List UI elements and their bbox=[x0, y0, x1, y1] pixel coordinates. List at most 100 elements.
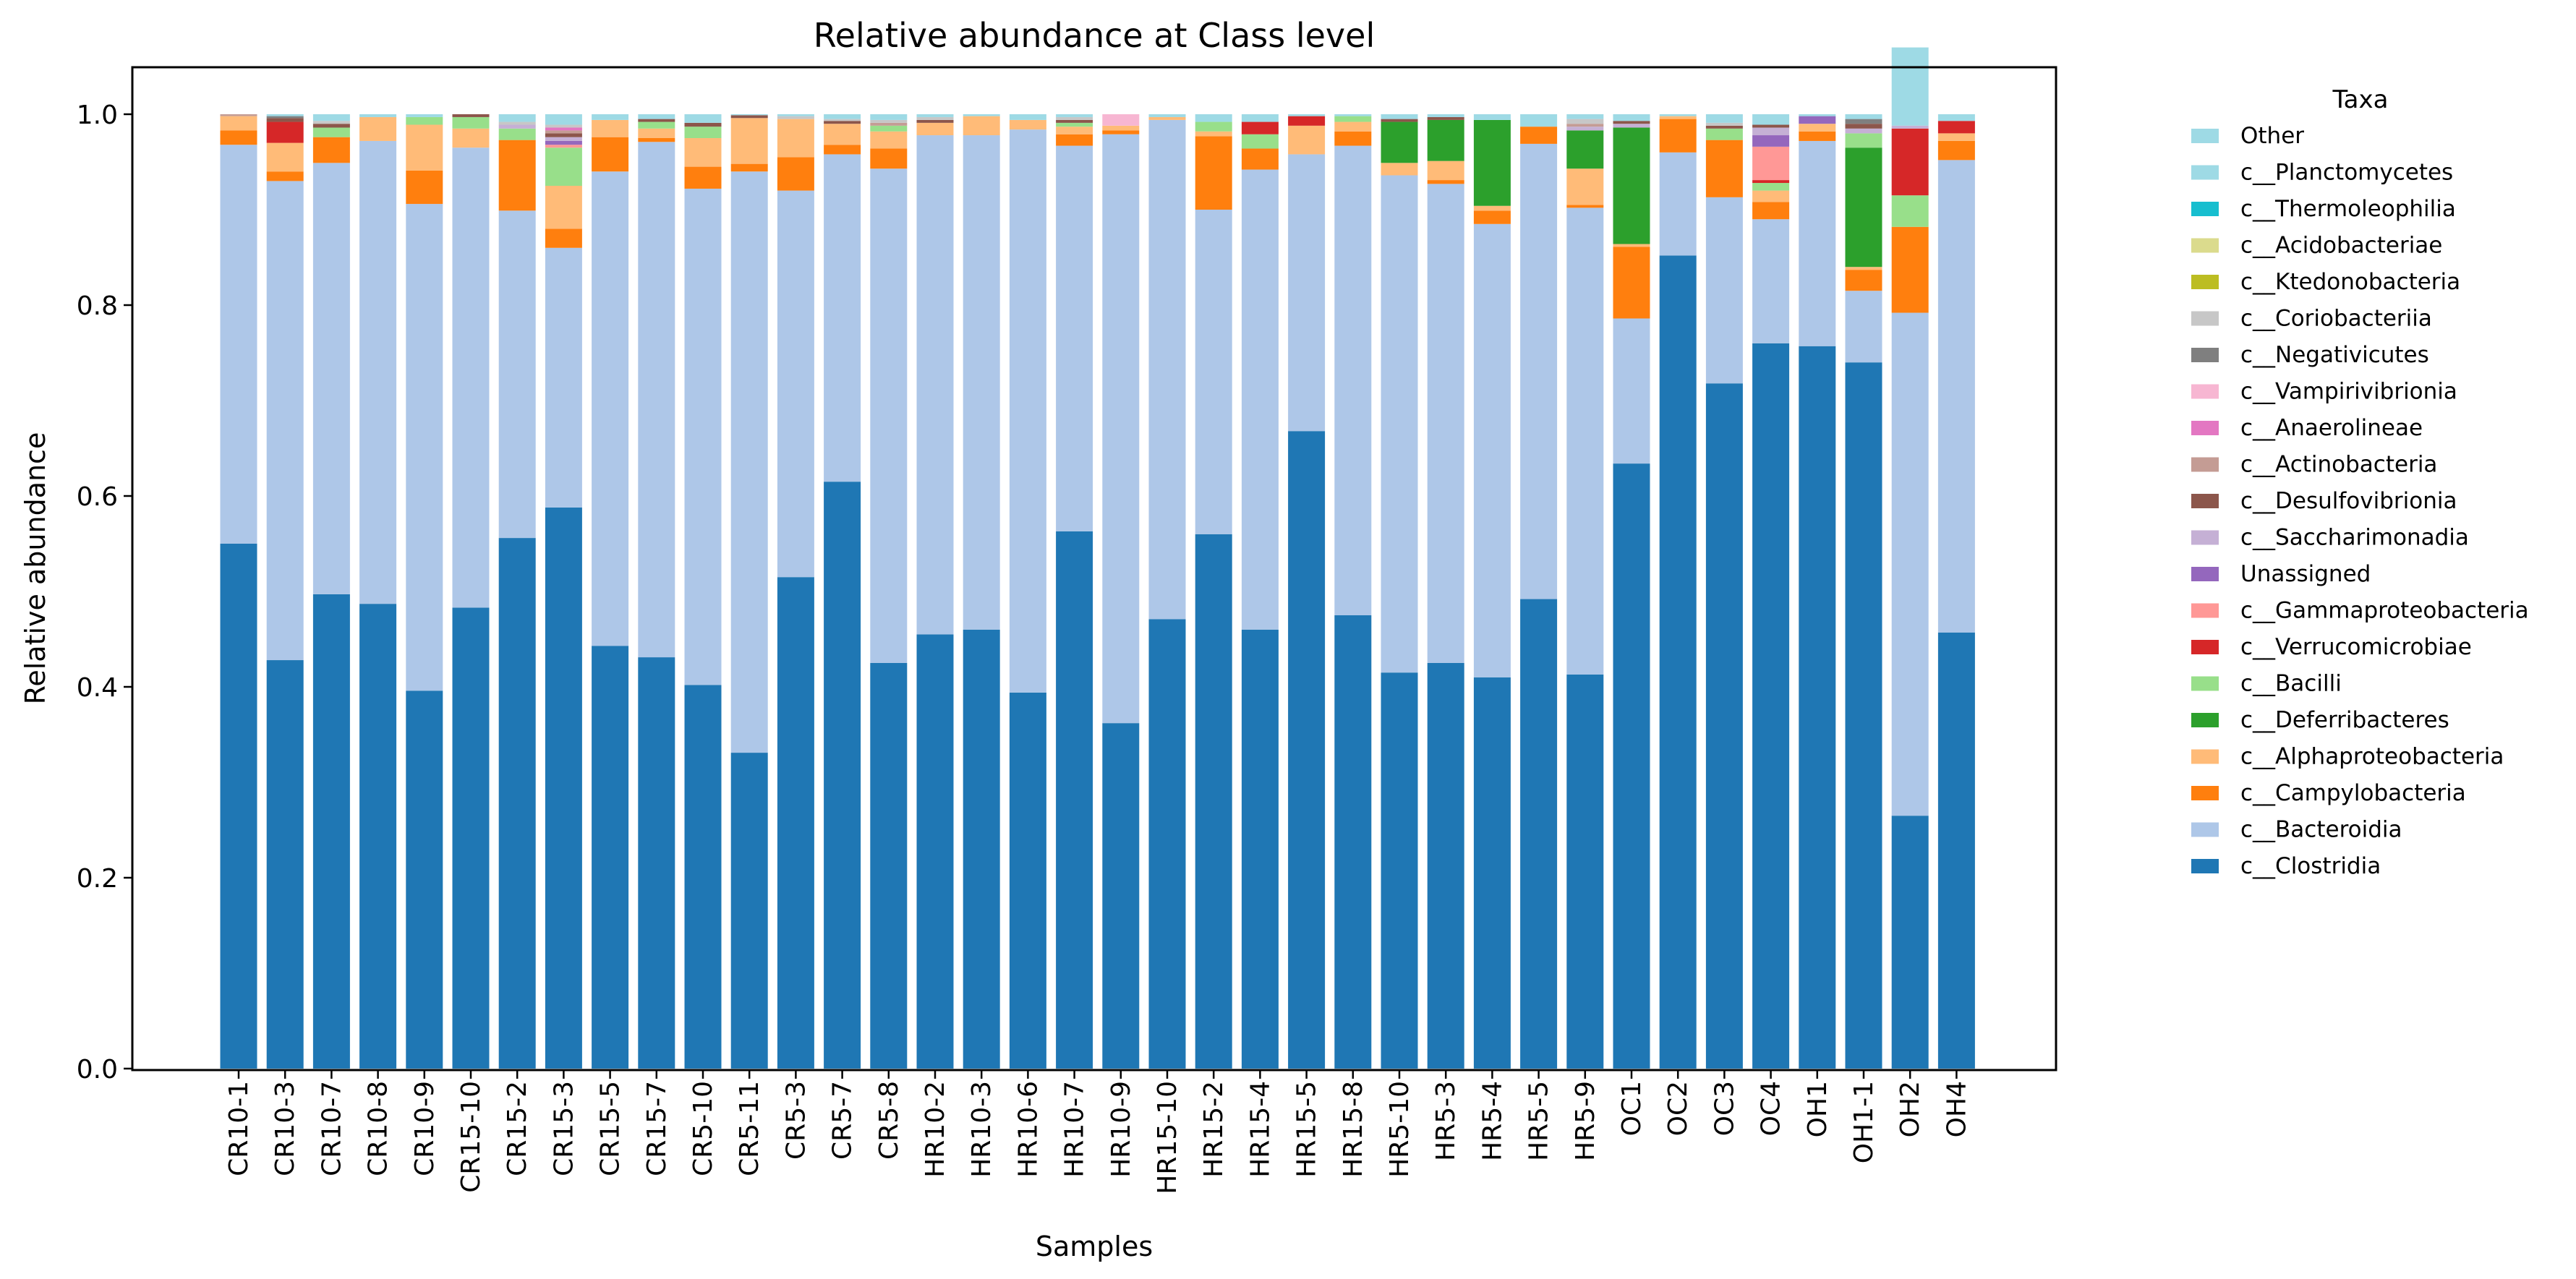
legend-label: c__Desulfovibrionia bbox=[2240, 488, 2457, 514]
bar-segment bbox=[1659, 114, 1697, 116]
bar-segment bbox=[545, 145, 582, 148]
bar-segment bbox=[545, 507, 582, 1069]
bar-segment bbox=[1241, 121, 1279, 134]
bar-segment bbox=[1056, 116, 1093, 120]
bar-segment bbox=[1566, 114, 1604, 119]
x-tick-label: CR5-7 bbox=[828, 1081, 858, 1160]
bar-segment bbox=[1845, 119, 1882, 124]
bar-segment bbox=[498, 121, 536, 125]
bar-segment bbox=[1566, 130, 1604, 169]
bar-segment bbox=[312, 127, 350, 137]
legend-swatch bbox=[2191, 494, 2219, 508]
bar-segment bbox=[1705, 197, 1743, 384]
bar-segment bbox=[498, 210, 536, 539]
bar-segment bbox=[266, 116, 304, 119]
bar-segment bbox=[1659, 152, 1697, 256]
bar-segment bbox=[1566, 124, 1604, 127]
bar-segment bbox=[870, 131, 908, 149]
bar-segment bbox=[1473, 119, 1511, 206]
legend-label: c__Planctomycetes bbox=[2240, 160, 2453, 186]
bar-segment bbox=[312, 121, 350, 124]
bar-segment bbox=[1937, 140, 1975, 161]
bar-segment bbox=[1613, 127, 1650, 244]
x-tick-label: CR5-8 bbox=[874, 1081, 904, 1160]
bar-segment bbox=[1288, 125, 1326, 155]
bar-segment bbox=[266, 114, 304, 116]
bar-segment bbox=[452, 114, 490, 117]
bar-segment bbox=[545, 127, 582, 131]
legend-swatch bbox=[2191, 238, 2219, 253]
bar-segment bbox=[1473, 210, 1511, 224]
legend-label: c__Acidobacteriae bbox=[2240, 233, 2442, 259]
bar-segment bbox=[1381, 121, 1418, 163]
bar-segment bbox=[592, 137, 629, 172]
bar-segment bbox=[1752, 343, 1790, 1069]
x-tick-label: CR5-10 bbox=[688, 1081, 718, 1176]
bar-segment bbox=[684, 114, 722, 123]
bar-segment bbox=[1799, 131, 1836, 141]
legend-swatch bbox=[2191, 384, 2219, 399]
x-tick-label: CR10-1 bbox=[224, 1081, 254, 1176]
bar-segment bbox=[1473, 114, 1511, 120]
bar-segment bbox=[1752, 180, 1790, 184]
bar-segment bbox=[1056, 119, 1093, 123]
bar-segment bbox=[1937, 133, 1975, 141]
bar-segment bbox=[312, 163, 350, 594]
bar-segment bbox=[1845, 362, 1882, 1069]
bar-segment bbox=[1891, 125, 1929, 129]
x-tick-label: OC4 bbox=[1757, 1081, 1786, 1136]
bar-segment bbox=[1056, 134, 1093, 146]
bar-segment bbox=[963, 114, 1000, 116]
y-tick-label: 0.4 bbox=[77, 673, 118, 703]
bar-segment bbox=[730, 115, 768, 119]
x-tick-label: HR15-10 bbox=[1153, 1081, 1182, 1194]
bar-segment bbox=[1845, 291, 1882, 363]
bar-segment bbox=[1705, 140, 1743, 197]
legend-label: c__Bacteroidia bbox=[2240, 817, 2402, 843]
bar-segment bbox=[870, 148, 908, 169]
bar-segment bbox=[545, 147, 582, 186]
legend: Taxa Other c__Planctomycetes c__Thermoleop… bbox=[2191, 85, 2529, 879]
bar-segment bbox=[452, 116, 490, 129]
bar-segment bbox=[824, 124, 861, 145]
bar-segment bbox=[1381, 175, 1418, 673]
bar-segment bbox=[312, 594, 350, 1069]
bar-segment bbox=[1195, 121, 1232, 132]
bar-segment bbox=[638, 119, 675, 122]
bar-segment bbox=[870, 122, 908, 126]
x-tick-label: CR15-10 bbox=[456, 1081, 486, 1193]
bar-segment bbox=[1056, 122, 1093, 127]
bar-segment bbox=[1056, 531, 1093, 1069]
bar-segment bbox=[824, 114, 861, 119]
bar-segment bbox=[498, 114, 536, 122]
bar-segment bbox=[1427, 116, 1464, 120]
legend-label: c__Anaerolineae bbox=[2240, 415, 2423, 441]
bar-segment bbox=[1381, 672, 1418, 1069]
bar-segment bbox=[963, 135, 1000, 630]
bar-segment bbox=[1195, 210, 1232, 534]
bar-segment bbox=[1891, 195, 1929, 227]
bar-segment bbox=[1473, 205, 1511, 211]
x-tick-label: HR5-5 bbox=[1524, 1081, 1554, 1161]
bar-segment bbox=[1937, 632, 1975, 1069]
bar-segment bbox=[638, 138, 675, 142]
bar-segment bbox=[824, 119, 861, 121]
bar-segment bbox=[1845, 124, 1882, 129]
bar-segment bbox=[1102, 130, 1140, 134]
x-tick-label: HR5-10 bbox=[1385, 1081, 1415, 1178]
bar-segment bbox=[266, 171, 304, 181]
bar-segment bbox=[545, 124, 582, 128]
bar-segment bbox=[592, 114, 629, 120]
bar-segment bbox=[1288, 114, 1326, 116]
bar-segment bbox=[1195, 534, 1232, 1069]
y-axis: 0.0 0.2 0.4 0.6 0.8 1.0 bbox=[77, 100, 132, 1085]
bar-segment bbox=[359, 114, 397, 117]
legend-label: c__Thermoleophilia bbox=[2240, 196, 2456, 222]
legend-label: c__Negativicutes bbox=[2240, 342, 2429, 368]
bar-segment bbox=[684, 685, 722, 1069]
legend-label: c__Campylobacteria bbox=[2240, 780, 2466, 806]
x-tick-label: OC1 bbox=[1617, 1081, 1647, 1136]
bar-segment bbox=[1009, 692, 1046, 1069]
bar-segment bbox=[1102, 134, 1140, 724]
bar-segment bbox=[824, 154, 861, 482]
